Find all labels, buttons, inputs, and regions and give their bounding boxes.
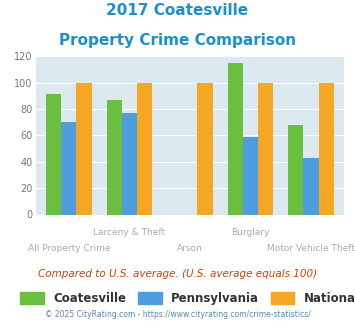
Text: All Property Crime: All Property Crime bbox=[28, 244, 110, 253]
Bar bbox=[137, 82, 152, 214]
Legend: Coatesville, Pennsylvania, National: Coatesville, Pennsylvania, National bbox=[15, 287, 355, 310]
Bar bbox=[258, 82, 273, 214]
Bar bbox=[197, 82, 213, 214]
Bar bbox=[106, 100, 122, 214]
Bar bbox=[288, 125, 304, 214]
Bar bbox=[46, 94, 61, 214]
Text: Larceny & Theft: Larceny & Theft bbox=[93, 228, 165, 237]
Text: Arson: Arson bbox=[177, 244, 203, 253]
Text: 2017 Coatesville: 2017 Coatesville bbox=[106, 3, 248, 18]
Text: Compared to U.S. average. (U.S. average equals 100): Compared to U.S. average. (U.S. average … bbox=[38, 269, 317, 279]
Bar bbox=[76, 82, 92, 214]
Bar bbox=[228, 63, 243, 214]
Bar bbox=[304, 158, 319, 214]
Text: Motor Vehicle Theft: Motor Vehicle Theft bbox=[267, 244, 355, 253]
Text: © 2025 CityRating.com - https://www.cityrating.com/crime-statistics/: © 2025 CityRating.com - https://www.city… bbox=[45, 310, 310, 319]
Bar bbox=[243, 137, 258, 214]
Text: Property Crime Comparison: Property Crime Comparison bbox=[59, 33, 296, 48]
Bar bbox=[122, 113, 137, 214]
Bar bbox=[319, 82, 334, 214]
Text: Burglary: Burglary bbox=[231, 228, 270, 237]
Bar bbox=[61, 122, 76, 214]
